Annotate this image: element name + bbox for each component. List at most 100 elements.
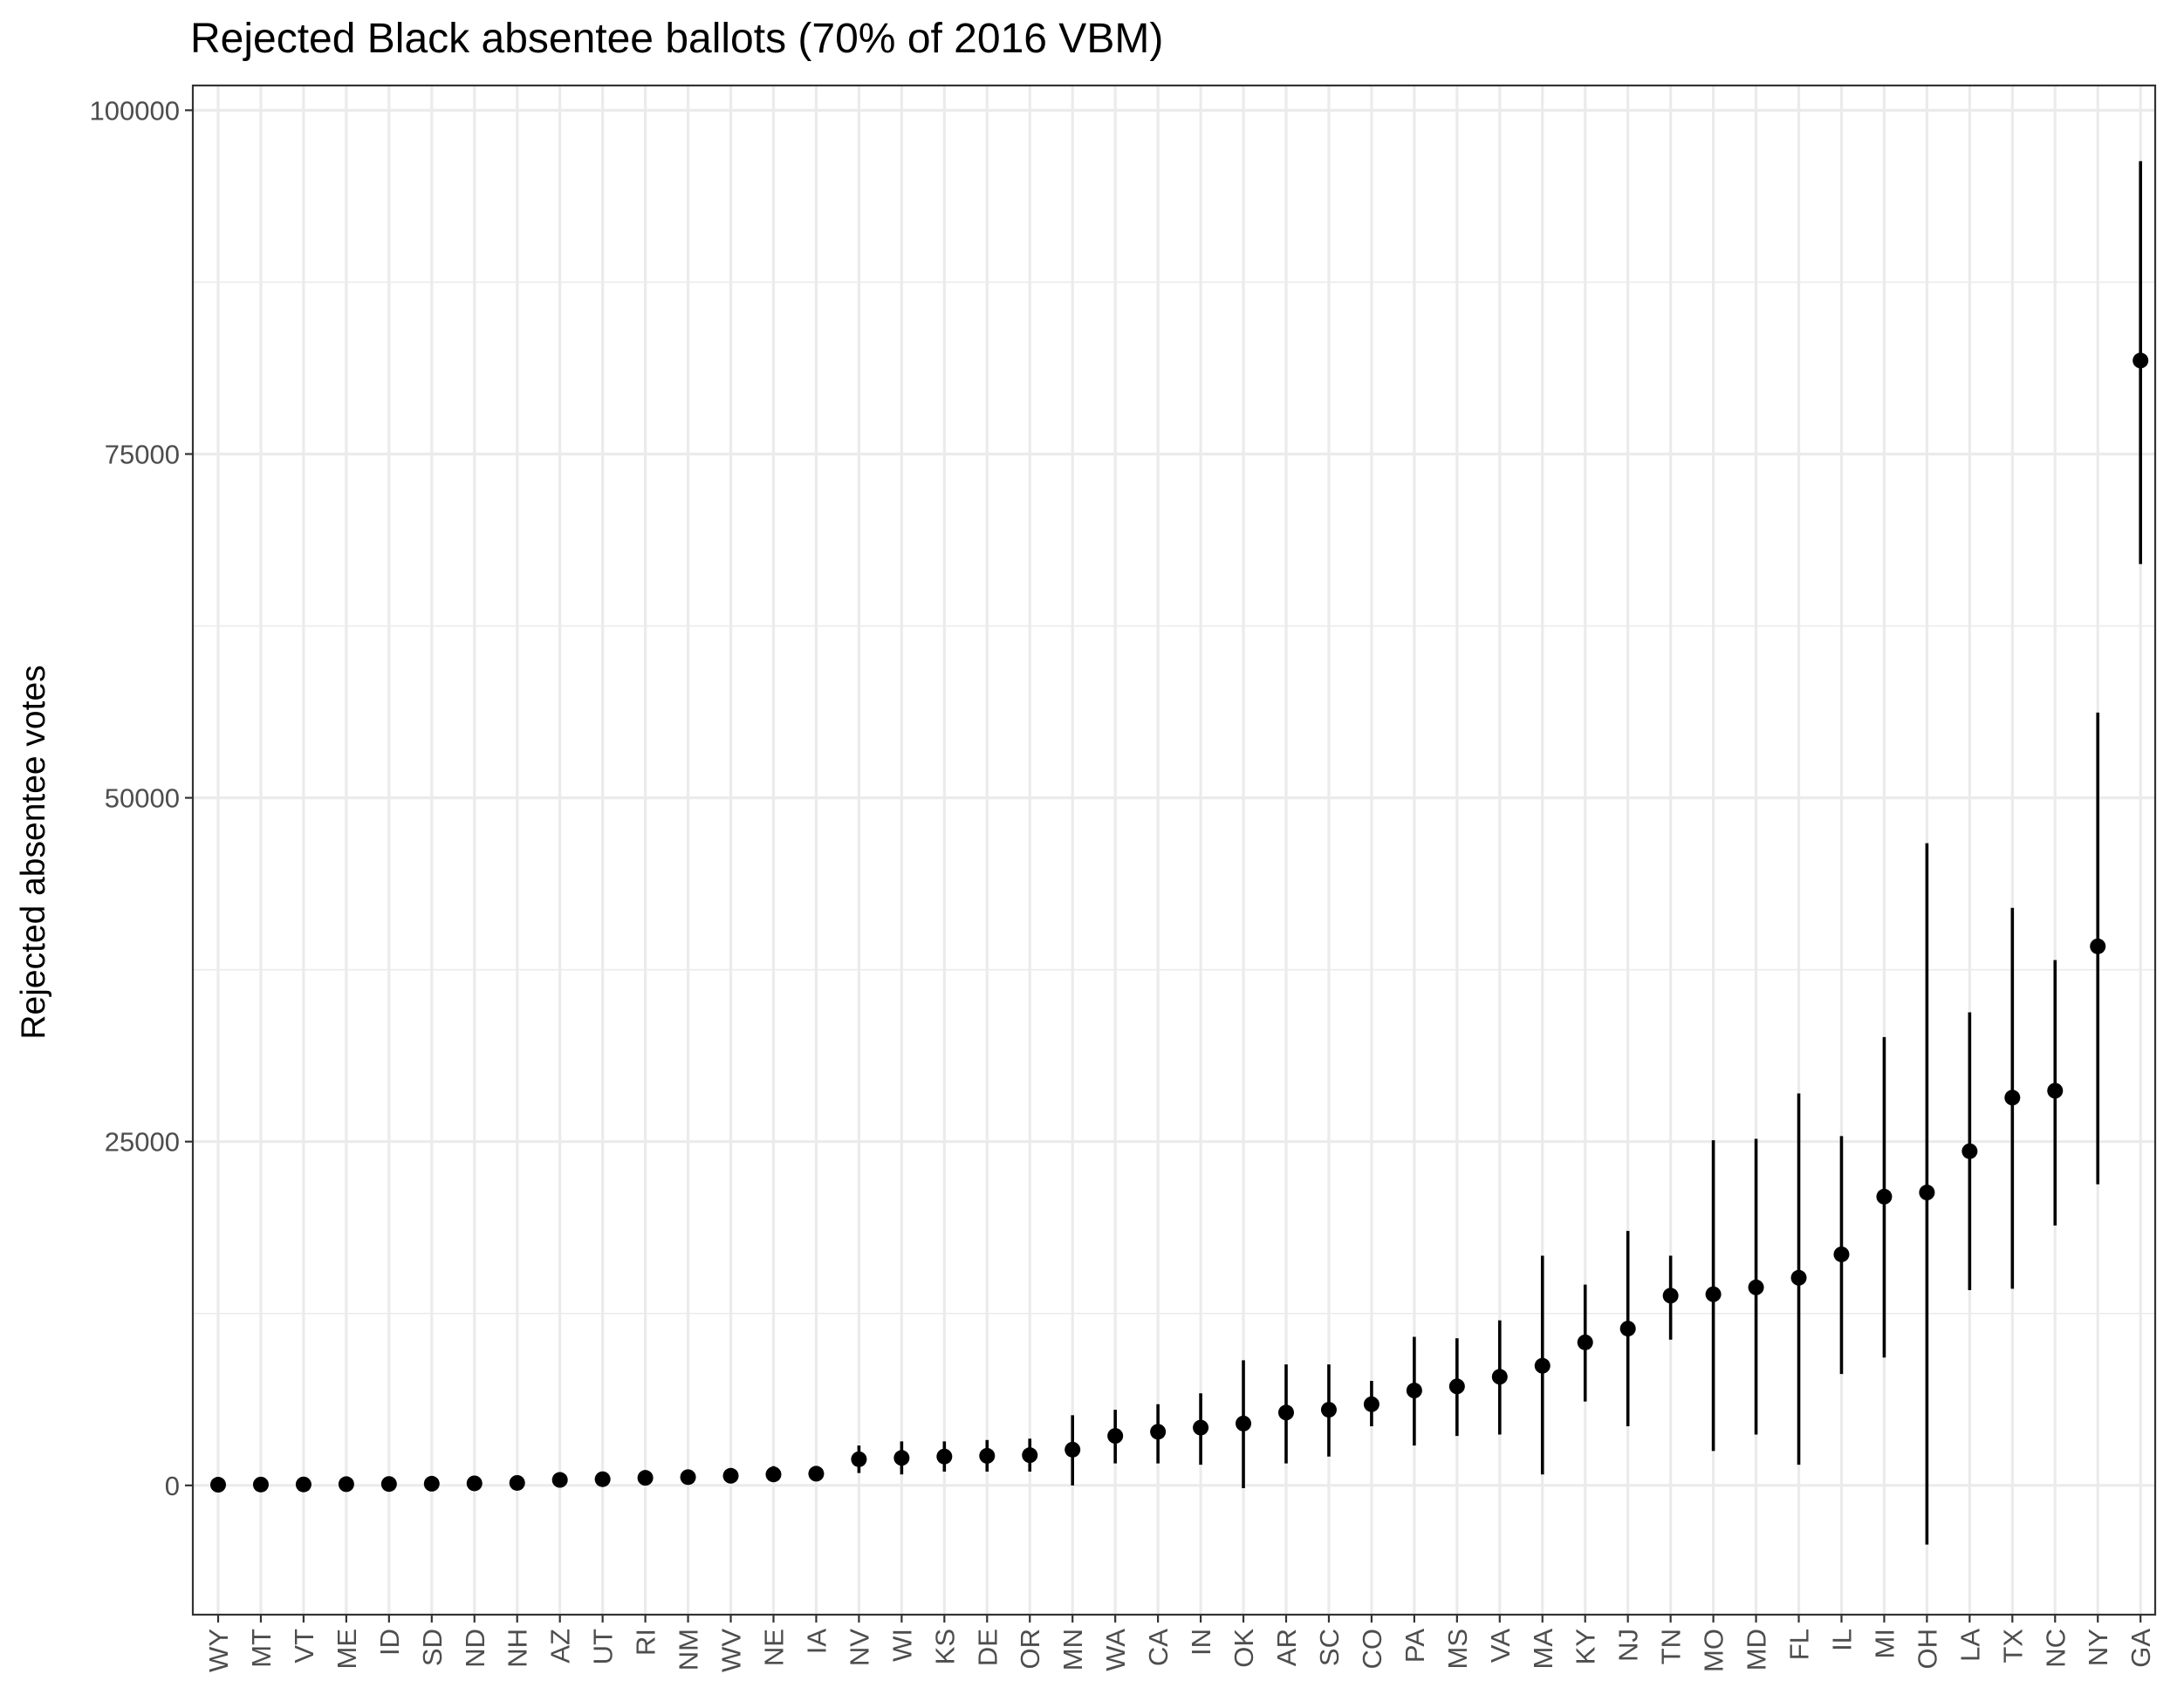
chart-title: Rejected Black absentee ballots (70% of … bbox=[190, 16, 1163, 62]
x-tick-label-nj: NJ bbox=[1613, 1629, 1644, 1662]
x-tick-label-or: OR bbox=[1015, 1629, 1045, 1670]
point-la bbox=[1961, 1143, 1978, 1159]
point-wa bbox=[1107, 1428, 1124, 1445]
point-ks bbox=[936, 1448, 953, 1465]
x-tick-label-sd: SD bbox=[417, 1629, 448, 1666]
point-fl bbox=[1790, 1269, 1807, 1286]
x-tick-label-la: LA bbox=[1955, 1629, 1985, 1662]
point-ny bbox=[2090, 938, 2106, 954]
x-tick-label-il: IL bbox=[1826, 1629, 1857, 1651]
x-tick-label-ms: MS bbox=[1442, 1629, 1473, 1670]
point-ky bbox=[1577, 1334, 1593, 1350]
point-ne bbox=[765, 1466, 782, 1483]
x-tick-label-ma: MA bbox=[1528, 1629, 1558, 1670]
point-ga bbox=[2133, 352, 2149, 369]
x-tick-label-wa: WA bbox=[1100, 1629, 1131, 1671]
point-az bbox=[551, 1472, 568, 1488]
x-axis: WY MT VT ME ID SD ND NH AZ UT RI NM WV NE IA NV WI KS DE OR… bbox=[203, 1615, 2156, 1672]
point-mt bbox=[252, 1476, 269, 1493]
x-tick-label-nd: ND bbox=[460, 1629, 490, 1668]
data-marks bbox=[210, 161, 2149, 1545]
y-tick-label: 0 bbox=[165, 1471, 180, 1501]
x-tick-label-ri: RI bbox=[631, 1629, 661, 1656]
x-tick-label-fl: FL bbox=[1784, 1629, 1815, 1660]
x-tick-label-mt: MT bbox=[246, 1629, 277, 1668]
x-tick-label-id: ID bbox=[374, 1629, 405, 1656]
point-sd bbox=[423, 1475, 440, 1492]
point-ok bbox=[1236, 1415, 1252, 1431]
x-tick-label-mn: MN bbox=[1058, 1629, 1088, 1670]
point-md bbox=[1748, 1279, 1764, 1295]
x-tick-label-pa: PA bbox=[1400, 1629, 1430, 1663]
point-co bbox=[1363, 1396, 1379, 1412]
x-tick-label-tn: TN bbox=[1656, 1629, 1687, 1664]
point-de bbox=[979, 1447, 996, 1464]
point-nv bbox=[851, 1451, 867, 1467]
y-tick-label: 100000 bbox=[90, 95, 180, 126]
point-nj bbox=[1619, 1321, 1636, 1337]
x-tick-label-ok: OK bbox=[1229, 1629, 1259, 1668]
point-ri bbox=[637, 1470, 654, 1486]
x-tick-label-nv: NV bbox=[844, 1629, 874, 1666]
x-tick-label-wi: WI bbox=[887, 1629, 917, 1662]
point-mo bbox=[1705, 1286, 1722, 1302]
x-tick-label-az: AZ bbox=[545, 1629, 576, 1664]
x-tick-label-ne: NE bbox=[758, 1629, 789, 1666]
point-id bbox=[380, 1476, 397, 1493]
x-tick-label-mo: MO bbox=[1699, 1629, 1729, 1672]
x-tick-label-sc: SC bbox=[1314, 1629, 1345, 1666]
x-tick-label-ga: GA bbox=[2126, 1629, 2156, 1668]
point-vt bbox=[295, 1476, 311, 1493]
x-tick-label-de: DE bbox=[972, 1629, 1003, 1666]
point-tn bbox=[1662, 1288, 1679, 1304]
point-nm bbox=[680, 1469, 696, 1486]
x-tick-label-in: IN bbox=[1186, 1629, 1216, 1656]
x-tick-label-nm: NM bbox=[674, 1629, 704, 1670]
x-tick-label-ks: KS bbox=[929, 1629, 960, 1664]
point-tx bbox=[2004, 1090, 2021, 1106]
x-tick-label-md: MD bbox=[1742, 1629, 1772, 1670]
plot-panel bbox=[191, 84, 2157, 1616]
point-in bbox=[1193, 1419, 1209, 1436]
y-tick-label: 75000 bbox=[105, 439, 180, 469]
x-tick-label-nh: NH bbox=[503, 1629, 533, 1668]
point-ca bbox=[1150, 1424, 1167, 1440]
point-pa bbox=[1406, 1383, 1422, 1399]
y-axis-label: Rejected absentee votes bbox=[15, 665, 52, 1039]
x-tick-label-vt: VT bbox=[289, 1629, 319, 1664]
point-nc bbox=[2047, 1083, 2064, 1099]
point-nd bbox=[466, 1475, 483, 1492]
point-ms bbox=[1448, 1378, 1465, 1395]
point-wi bbox=[893, 1450, 910, 1466]
point-ut bbox=[594, 1471, 611, 1487]
x-tick-label-mi: MI bbox=[1869, 1629, 1900, 1658]
point-ar bbox=[1278, 1404, 1294, 1421]
point-ma bbox=[1534, 1357, 1551, 1374]
point-mn bbox=[1065, 1441, 1081, 1458]
point-me bbox=[338, 1476, 354, 1493]
point-va bbox=[1491, 1369, 1508, 1385]
point-ia bbox=[808, 1465, 825, 1482]
x-tick-label-tx: TX bbox=[1997, 1629, 2028, 1664]
point-mi bbox=[1876, 1188, 1893, 1205]
point-sc bbox=[1320, 1402, 1337, 1418]
point-nh bbox=[509, 1474, 525, 1491]
x-tick-label-wv: WV bbox=[716, 1629, 747, 1672]
point-oh bbox=[1919, 1185, 1935, 1201]
x-tick-label-ia: IA bbox=[801, 1629, 832, 1655]
x-tick-label-ky: KY bbox=[1571, 1629, 1601, 1664]
y-tick-label: 25000 bbox=[105, 1127, 180, 1158]
y-tick-label: 50000 bbox=[105, 783, 180, 814]
point-or bbox=[1022, 1447, 1038, 1464]
x-tick-label-co: CO bbox=[1357, 1629, 1387, 1670]
major-gridlines bbox=[193, 85, 2155, 1615]
x-tick-label-ut: UT bbox=[588, 1629, 619, 1664]
x-tick-label-wy: WY bbox=[203, 1629, 234, 1672]
point-il bbox=[1833, 1246, 1850, 1262]
x-tick-label-oh: OH bbox=[1912, 1629, 1942, 1670]
x-tick-label-ny: NY bbox=[2083, 1629, 2113, 1666]
x-tick-label-ar: AR bbox=[1271, 1629, 1302, 1666]
x-tick-label-nc: NC bbox=[2040, 1629, 2071, 1668]
point-wv bbox=[722, 1467, 739, 1484]
